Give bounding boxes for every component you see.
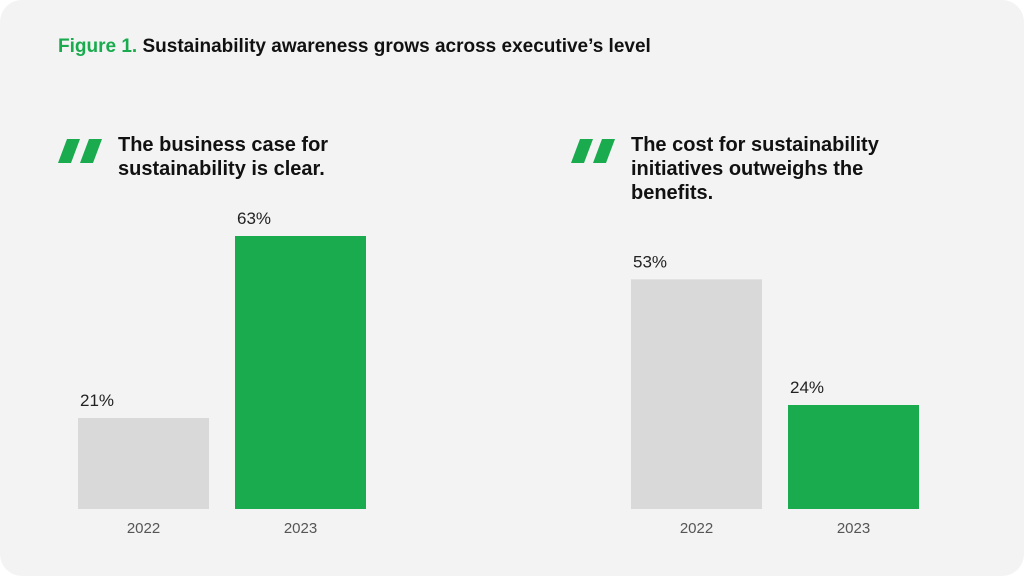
left-tick-label-2023: 2023 [284, 520, 317, 537]
right-value-label-2022: 53% [633, 252, 667, 271]
right-bar-2023 [788, 405, 919, 509]
figure-title: Figure 1. Sustainability awareness grows… [58, 36, 651, 58]
left-bar-2023 [235, 236, 366, 509]
left-value-label-2023: 63% [237, 209, 271, 228]
quote-mark-icon [58, 139, 102, 163]
right-tick-label-2023: 2023 [837, 520, 870, 537]
right-value-label-2023: 24% [790, 378, 824, 397]
right-bar-2022 [631, 279, 762, 509]
figure-title-text: Sustainability awareness grows across ex… [142, 36, 651, 57]
figure-label: Figure 1. [58, 36, 138, 57]
quote-mark-icon [571, 139, 615, 163]
left-value-label-2022: 21% [80, 391, 114, 410]
right-chart-title: The cost for sustainability initiatives … [631, 134, 879, 204]
right-tick-label-2022: 2022 [680, 520, 713, 537]
left-bar-2022 [78, 418, 209, 509]
left-tick-label-2022: 2022 [127, 520, 160, 537]
left-chart-title: The business case for sustainability is … [118, 134, 329, 180]
